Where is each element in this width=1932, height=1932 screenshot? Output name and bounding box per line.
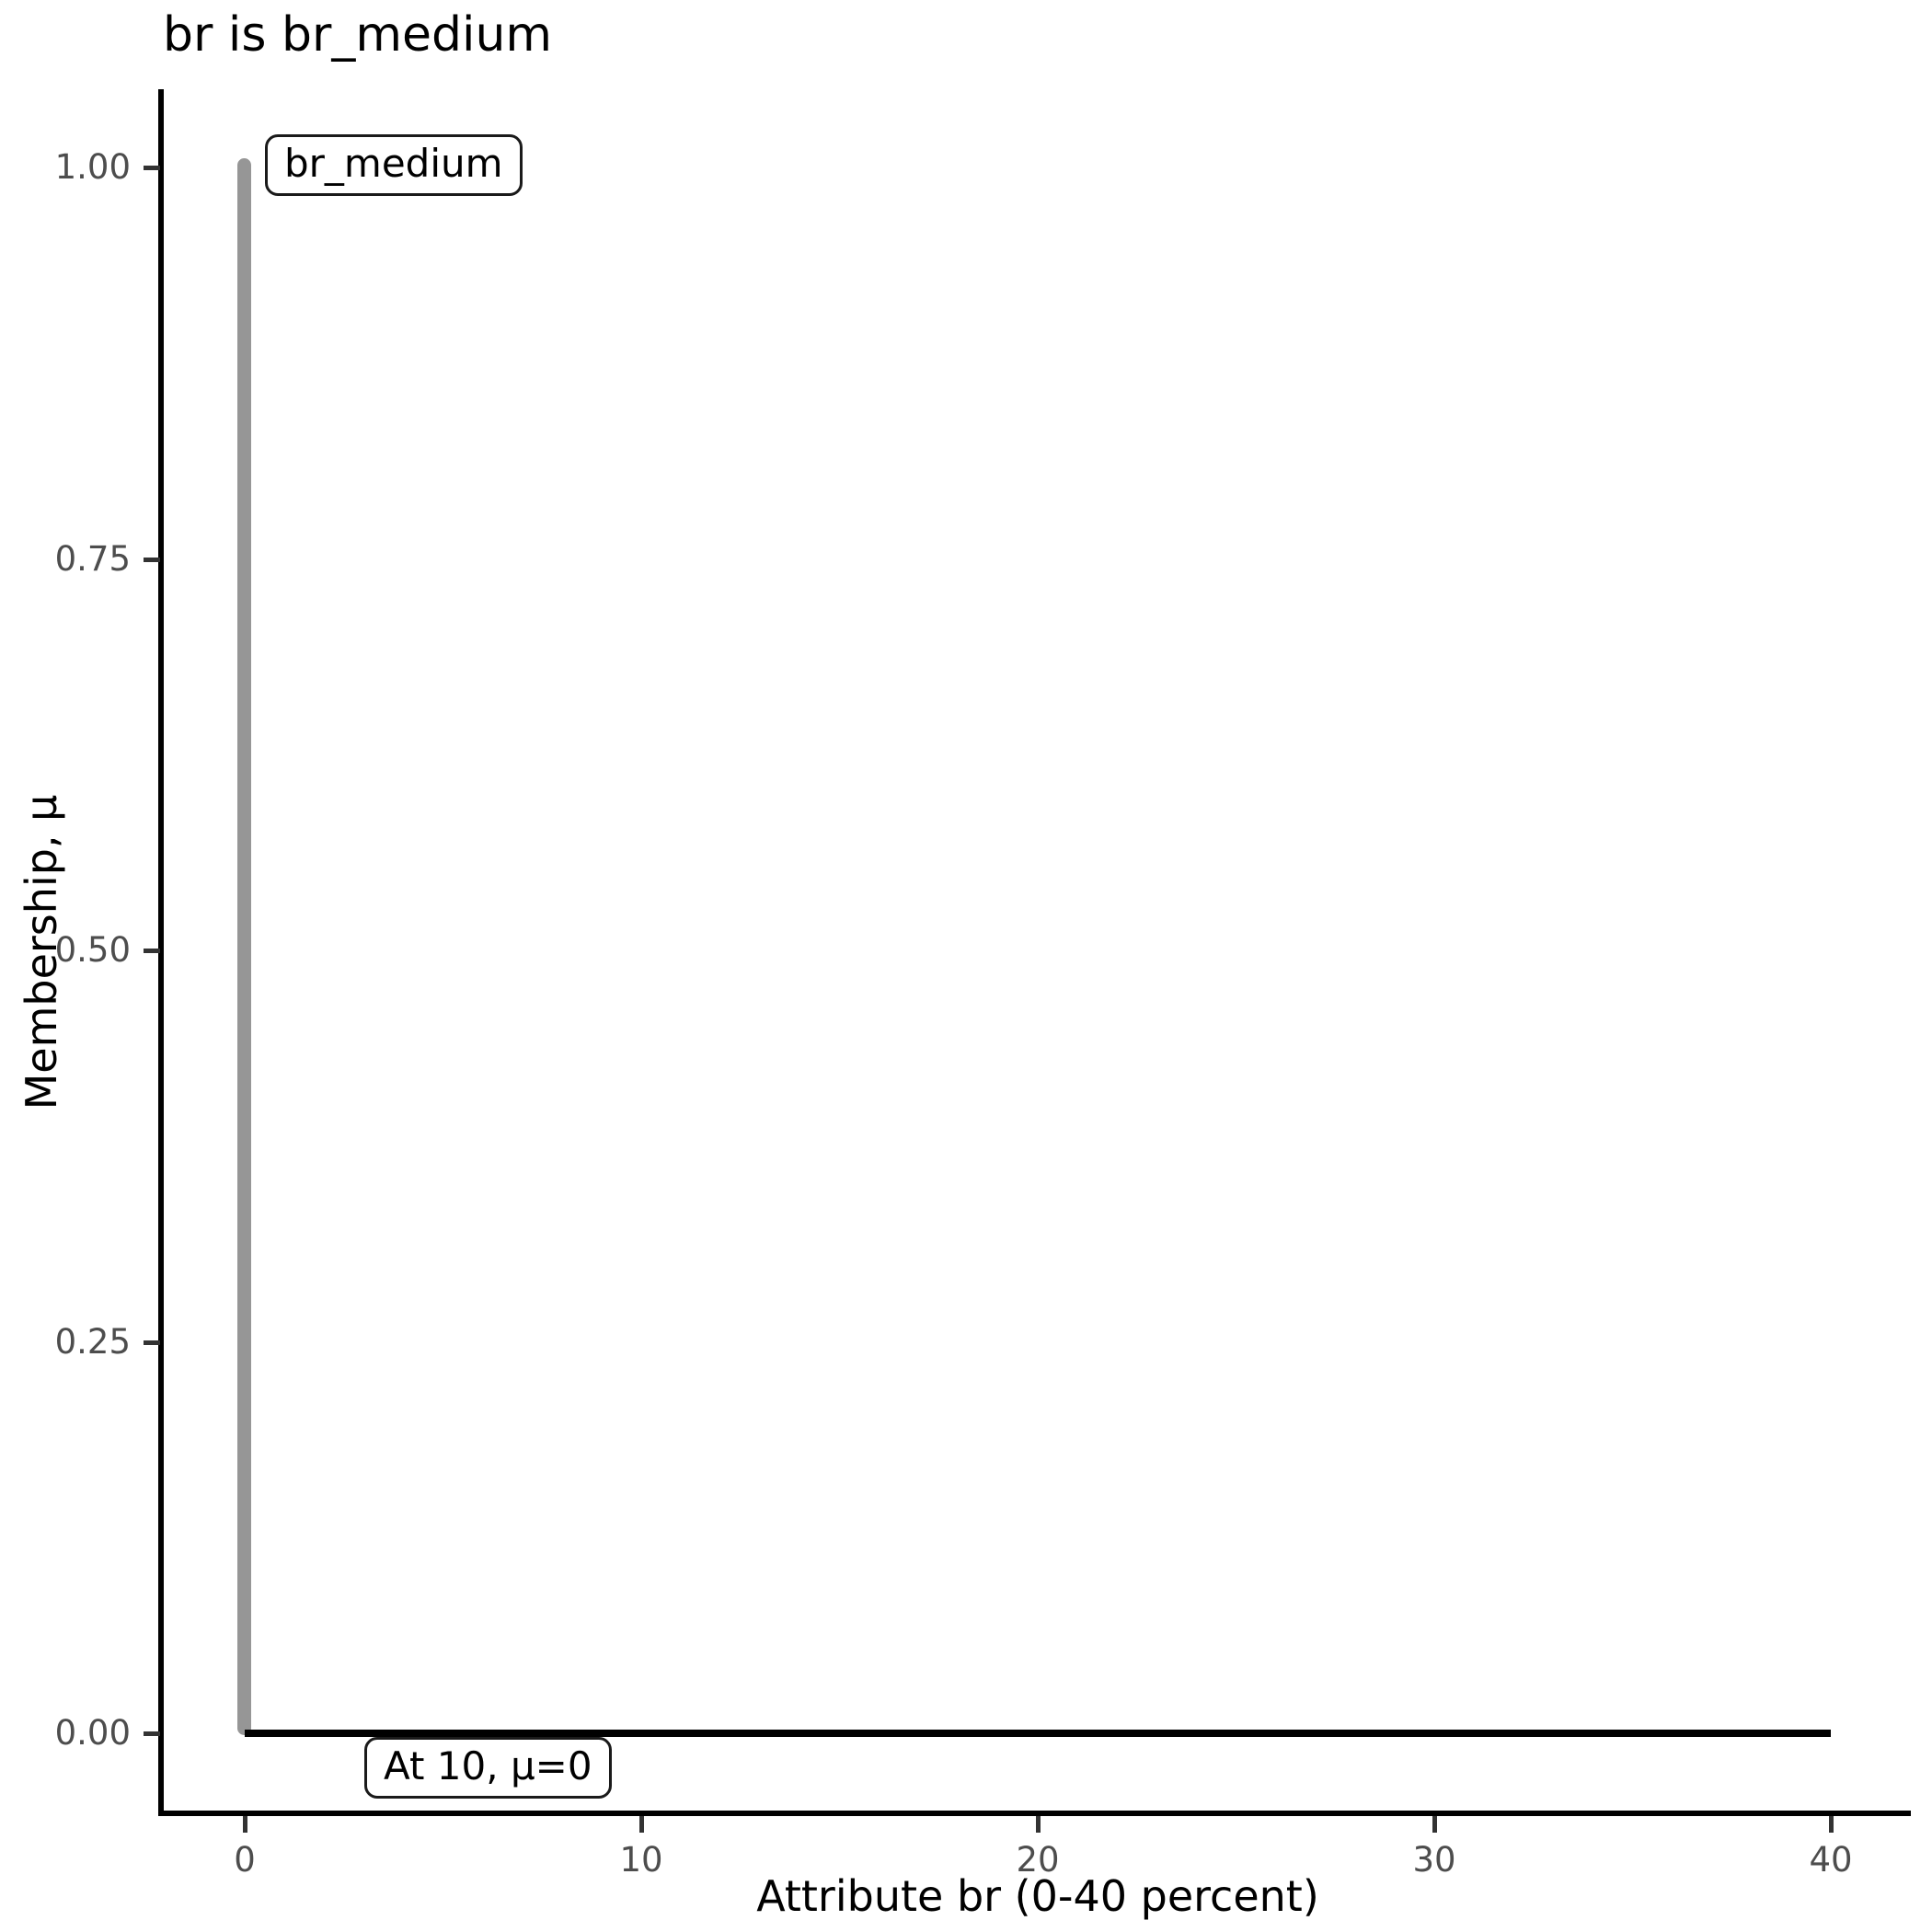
chart-title: br is br_medium — [163, 7, 553, 63]
annotation-br-medium: br_medium — [265, 134, 523, 196]
x-tick-label: 0 — [234, 1840, 256, 1880]
y-tick-mark — [144, 1731, 160, 1736]
x-tick-mark — [639, 1816, 644, 1833]
y-tick-mark — [144, 558, 160, 562]
y-tick-label: 0.00 — [54, 1713, 131, 1753]
y-axis-line — [158, 89, 164, 1816]
y-axis-title: Membership, μ — [17, 794, 66, 1110]
x-tick-label: 30 — [1412, 1840, 1456, 1880]
x-axis-title: Attribute br (0-40 percent) — [756, 1871, 1319, 1921]
x-tick-mark — [1036, 1816, 1041, 1833]
y-tick-mark — [144, 949, 160, 953]
zero-membership-baseline — [245, 1730, 1831, 1737]
annotation-at-10-mu-0: At 10, μ=0 — [364, 1737, 612, 1799]
x-tick-mark — [1829, 1816, 1834, 1833]
y-tick-label: 0.25 — [54, 1322, 131, 1362]
x-tick-mark — [243, 1816, 247, 1833]
y-tick-label: 0.75 — [54, 539, 131, 579]
y-tick-label: 0.50 — [54, 930, 131, 970]
x-axis-line — [158, 1811, 1911, 1816]
membership-spike-segment — [237, 158, 251, 1735]
x-tick-label: 10 — [619, 1840, 663, 1880]
y-tick-mark — [144, 1340, 160, 1345]
y-tick-label: 1.00 — [54, 147, 131, 187]
x-tick-label: 40 — [1809, 1840, 1853, 1880]
x-tick-label: 20 — [1016, 1840, 1060, 1880]
x-tick-mark — [1432, 1816, 1437, 1833]
y-tick-mark — [144, 166, 160, 170]
